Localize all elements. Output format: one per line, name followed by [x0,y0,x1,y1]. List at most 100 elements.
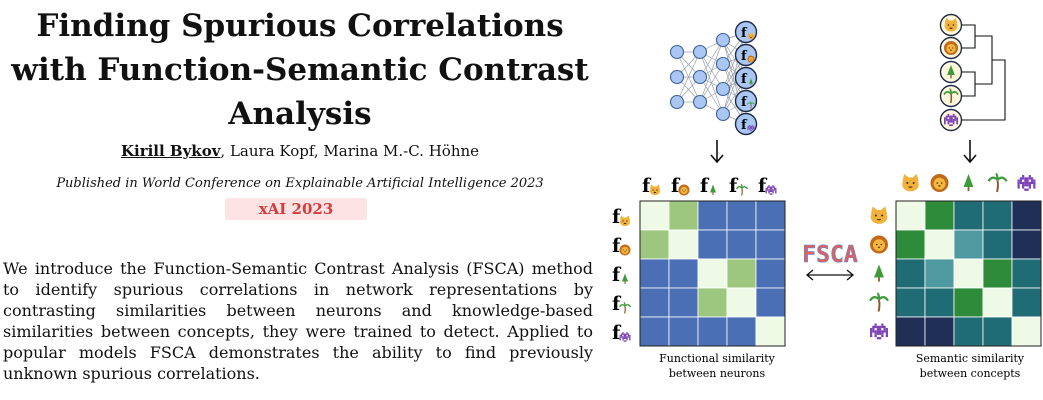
neuron-function-label: f [612,293,632,315]
matrix-cell [668,229,699,260]
matrix-cell [697,258,728,289]
matrix-cell [982,287,1013,318]
palm-tree-icon [618,301,632,314]
matrix-cell [1011,258,1042,289]
abstract-text: We introduce the Function-Semantic Contr… [3,259,593,383]
conference-badge: xAI 2023 [225,198,367,220]
neuron-function-label: f [612,264,629,286]
matrix-cell [982,200,1013,231]
hidden-neuron [692,94,708,110]
matrix-cell [668,316,699,347]
matrix-cell [1011,229,1042,260]
space-invader-icon [747,124,755,132]
hidden-neuron [715,81,731,97]
cat-face-icon [747,32,755,40]
function-symbol: f [700,175,710,197]
cat-face-icon [870,206,888,224]
network-edge [699,39,724,103]
matrix-cell [726,258,757,289]
functional-caption-line2: between neurons [669,367,766,380]
matrix-cell [982,258,1013,289]
matrix-cell [697,287,728,318]
matrix-cell [755,287,786,318]
author-list: Kirill Bykov, Laura Kopf, Marina M.-C. H… [0,142,600,160]
semantic-similarity-matrix [895,200,1042,347]
matrix-cell [924,258,955,289]
neuron-function-label: f [700,175,717,197]
down-arrow-left-icon [710,140,724,164]
matrix-cell [924,316,955,347]
space-invader-icon [765,185,777,195]
double-arrow-icon [805,269,855,281]
palm-tree-icon [869,292,889,312]
hidden-neuron [692,69,708,85]
lion-face-icon [870,235,888,254]
coauthors: , Laura Kopf, Marina M.-C. Höhne [220,142,480,160]
cat-face-icon [649,184,661,196]
evergreen-tree-icon [621,273,629,284]
hidden-neuron [715,32,731,48]
function-symbol: f [612,293,622,315]
evergreen-tree-icon [963,174,974,192]
space-invader-icon [870,323,888,340]
space-invader-icon [1017,175,1036,191]
dendrogram-branch [975,35,993,85]
matrix-cell [697,200,728,231]
matrix-cell [953,229,984,260]
hidden-neuron [669,69,685,85]
function-symbol: f [671,175,681,197]
lion-face-icon [944,41,958,55]
matrix-cell [639,229,670,260]
matrix-cell [1011,316,1042,347]
dendrogram-branch [962,59,1006,121]
title-line-3: Analysis [228,96,372,132]
network-edge [699,63,724,103]
matrix-cell [1011,200,1042,231]
title-line-1: Finding Spurious Correlations [36,8,564,44]
matrix-cell [924,229,955,260]
lion-face-icon [619,244,631,256]
concept-dendrogram [939,13,1006,132]
palm-tree-icon [747,101,755,109]
matrix-cell [953,287,984,318]
evergreen-tree-icon [709,184,717,195]
cat-face-icon [619,215,631,227]
hidden-neuron [669,94,685,110]
cat-face-icon [902,174,919,192]
function-symbol: f [741,72,748,87]
lion-face-icon [930,174,949,192]
first-author: Kirill Bykov [120,142,221,160]
matrix-cell [953,258,984,289]
matrix-cell [982,229,1013,260]
hidden-neuron [692,44,708,60]
title-line-2: with Function-Semantic Contrast [11,52,589,88]
function-symbol: f [729,175,739,197]
space-invader-icon [944,113,958,127]
matrix-cell [755,229,786,260]
matrix-cell [924,200,955,231]
function-symbol: f [612,235,622,257]
neuron-function-label: f [612,322,631,344]
evergreen-tree-icon [947,65,955,79]
paper-title: Finding Spurious Correlations with Funct… [0,4,600,136]
functional-caption-line1: Functional similarity [659,352,776,365]
lion-face-icon [678,184,690,196]
semantic-caption-line1: Semantic similarity [916,352,1025,365]
matrix-cell [726,287,757,318]
matrix-border [639,200,786,347]
hidden-neuron [715,106,731,122]
evergreen-tree-icon [874,264,884,282]
matrix-cell [697,229,728,260]
function-symbol: f [612,264,622,286]
matrix-cell [895,258,926,289]
neuron-function-label: f [642,175,661,197]
matrix-cell [953,316,984,347]
network-edge [676,51,701,103]
matrix-cell [895,316,926,347]
functional-similarity-matrix [639,200,786,347]
dendrogram-branch [962,71,976,97]
matrix-cell [639,258,670,289]
matrix-cell [726,200,757,231]
matrix-cell [639,287,670,318]
